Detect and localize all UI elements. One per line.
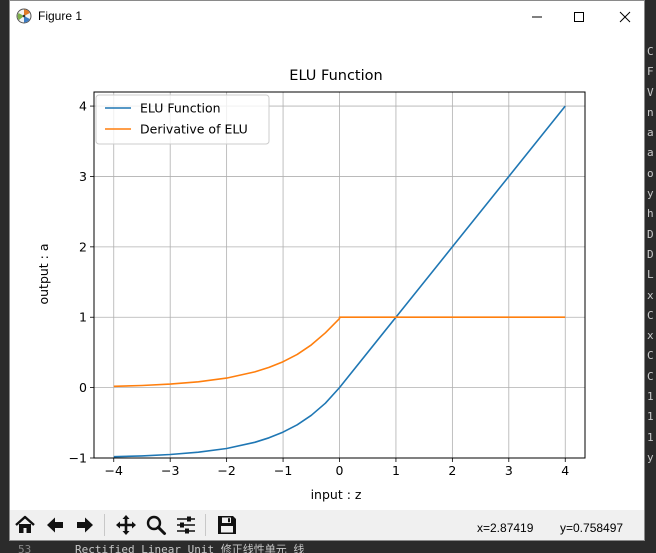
x-tick-label: 3 xyxy=(505,463,513,478)
y-tick-label: 4 xyxy=(79,99,87,114)
x-tick-label: 1 xyxy=(392,463,400,478)
zoom-button[interactable] xyxy=(142,512,170,538)
home-button[interactable] xyxy=(11,512,39,538)
figure-window: Figure 1 −4 −3 −2 −1 0 1 2 3 4 −1 0 1 2 3 4 ELU Functi… xyxy=(9,0,645,541)
ticks: −4 −3 −2 −1 0 1 2 3 4 −1 0 1 2 3 4 xyxy=(69,99,570,478)
background-code-char: D xyxy=(647,227,654,241)
forward-button[interactable] xyxy=(71,512,99,538)
legend-label-derivative: Derivative of ELU xyxy=(140,122,248,137)
x-tick-label: 2 xyxy=(448,463,456,478)
background-code-char: n xyxy=(647,105,654,119)
legend-label-elu: ELU Function xyxy=(140,101,221,116)
back-button[interactable] xyxy=(41,512,69,538)
minimize-button[interactable] xyxy=(514,1,560,32)
configure-subplots-button[interactable] xyxy=(172,512,200,538)
move-icon xyxy=(116,515,136,535)
y-tick-label: 2 xyxy=(79,239,87,254)
background-code-char: 1 xyxy=(647,410,654,424)
magnifier-icon xyxy=(146,515,166,535)
x-tick-label: −4 xyxy=(105,463,123,478)
sliders-icon xyxy=(177,516,195,534)
background-code-text: Rectified Linear Unit 修正线性单元 线 xyxy=(75,543,305,553)
y-tick-label: −1 xyxy=(69,451,87,466)
y-coordinate-readout: y=0.758497 xyxy=(560,521,624,535)
arrow-left-icon xyxy=(47,517,63,533)
background-code-char: h xyxy=(647,207,654,221)
background-code-char: 1 xyxy=(647,390,654,404)
matplotlib-icon xyxy=(16,8,32,24)
minimize-icon xyxy=(532,16,542,17)
background-code-char: C xyxy=(647,308,654,322)
x-tick-label: −2 xyxy=(217,463,235,478)
y-tick-label: 0 xyxy=(79,380,87,395)
background-code-line: 53 Rectified Linear Unit 修正线性单元 线 xyxy=(0,541,656,553)
y-tick-label: 1 xyxy=(79,310,87,325)
title-bar[interactable]: Figure 1 xyxy=(10,1,644,32)
toolbar-separator xyxy=(104,514,105,536)
background-code-char: F xyxy=(647,65,654,79)
save-button[interactable] xyxy=(213,512,241,538)
maximize-icon xyxy=(574,11,584,22)
maximize-button[interactable] xyxy=(556,1,602,32)
floppy-disk-icon xyxy=(218,516,236,534)
background-code-char: D xyxy=(647,247,654,261)
background-code-char: a xyxy=(647,126,654,140)
elu-function-line xyxy=(113,105,566,458)
home-icon xyxy=(15,515,35,533)
chart-title: ELU Function xyxy=(289,68,382,84)
x-tick-label: −3 xyxy=(161,463,179,478)
arrow-right-icon xyxy=(77,517,93,533)
toolbar-separator xyxy=(205,514,206,536)
background-code-char: C xyxy=(647,45,654,58)
grid-lines xyxy=(94,92,585,459)
x-coordinate-readout: x=2.87419 xyxy=(477,521,534,535)
background-code-char: x xyxy=(647,288,654,302)
elu-chart[interactable]: −4 −3 −2 −1 0 1 2 3 4 −1 0 1 2 3 4 ELU Function input … xyxy=(10,32,644,510)
background-code-char: y xyxy=(647,450,654,464)
navigation-toolbar: x=2.87419 y=0.758497 xyxy=(10,510,644,540)
legend: ELU Function Derivative of ELU xyxy=(95,94,270,145)
elu-derivative-line xyxy=(113,316,566,388)
pan-button[interactable] xyxy=(112,512,140,538)
background-code-char: a xyxy=(647,146,654,160)
figure-canvas[interactable]: −4 −3 −2 −1 0 1 2 3 4 −1 0 1 2 3 4 ELU Function input … xyxy=(10,32,644,510)
legend-box xyxy=(95,94,270,145)
x-tick-label: −1 xyxy=(274,463,292,478)
x-tick-label: 4 xyxy=(561,463,569,478)
background-code-char: o xyxy=(647,166,654,180)
series-lines xyxy=(113,105,566,458)
background-code-char: y xyxy=(647,187,654,201)
y-tick-label: 3 xyxy=(79,169,87,184)
background-code-char: C xyxy=(647,349,654,363)
x-tick-label: 0 xyxy=(336,463,344,478)
background-code-char: x xyxy=(647,329,654,343)
background-line-number: 53 xyxy=(18,543,32,553)
background-code-char: C xyxy=(647,369,654,383)
background-code-char: V xyxy=(647,85,654,99)
background-code-char: 1 xyxy=(647,430,654,444)
close-button[interactable] xyxy=(602,1,648,32)
close-icon xyxy=(619,11,631,22)
window-title: Figure 1 xyxy=(38,9,83,23)
background-code-char: L xyxy=(647,268,654,282)
y-axis-label: output : a xyxy=(36,243,51,304)
x-axis-label: input : z xyxy=(311,487,362,502)
